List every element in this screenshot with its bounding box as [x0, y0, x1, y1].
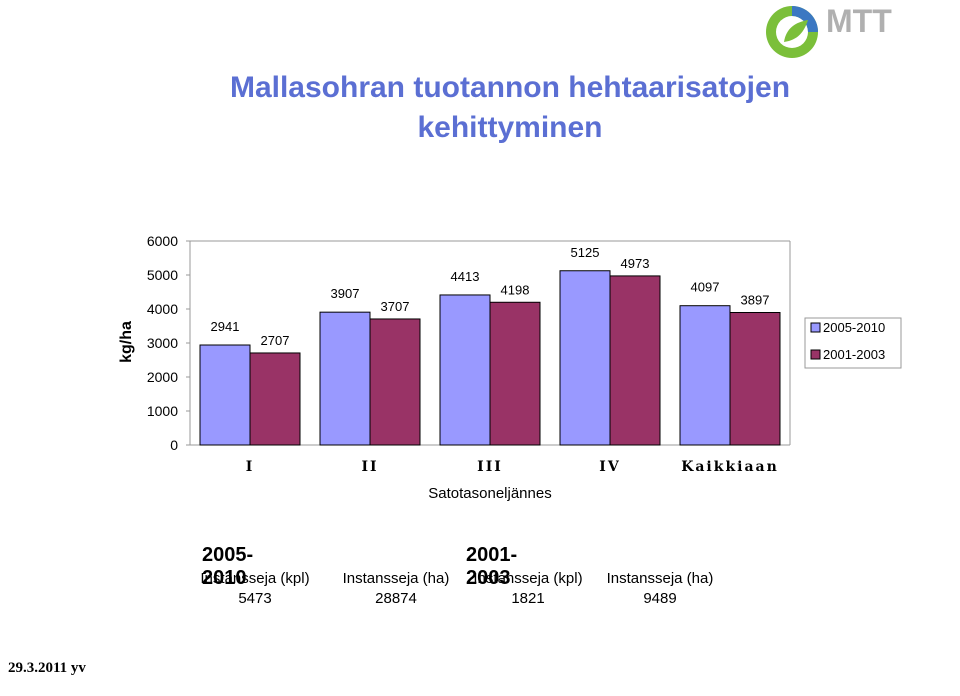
stat-label: Instansseja (ha)	[606, 570, 714, 587]
footer-date: 29.3.2011 yv	[8, 660, 86, 676]
data-label: 4973	[621, 256, 650, 271]
data-label: 2707	[261, 333, 290, 348]
data-label: 4413	[451, 269, 480, 284]
x-axis-label: Satotasoneljännes	[428, 485, 551, 502]
x-tick-label: III	[477, 459, 503, 475]
legend-swatch	[810, 322, 821, 333]
bar-2005-2010-II	[319, 311, 371, 446]
bar-2005-2010-I	[199, 344, 251, 446]
data-label: 4097	[691, 280, 720, 295]
y-tick-label: 5000	[147, 267, 178, 283]
bar-2005-2010-III	[439, 294, 491, 446]
stat-value: 9489	[643, 590, 677, 607]
data-label: 4198	[501, 282, 530, 297]
stat-p2-kpl: Instansseja (kpl) 1821	[463, 569, 593, 609]
stat-label: Instansseja (ha)	[342, 570, 450, 587]
stat-p1-ha: Instansseja (ha) 28874	[331, 569, 461, 609]
page-title: Mallasohran tuotannon hehtaarisatojen ke…	[160, 68, 860, 148]
bar-chart: 2941 2707 3907 3707 4413 4198 5125 4973 4097 3897…	[118, 233, 902, 502]
bar-2001-2003-I	[249, 352, 301, 446]
bar-2005-2010-IV	[559, 270, 611, 446]
data-label: 3707	[381, 299, 410, 314]
y-axis-ticks: 0 1000 2000 3000 4000 5000 6000	[147, 233, 190, 453]
title-line-2: kehittyminen	[417, 111, 603, 144]
data-labels: 2941 2707 3907 3707 4413 4198 5125 4973 4097 3897	[211, 245, 770, 348]
y-tick-label: 0	[170, 437, 178, 453]
bars	[199, 270, 781, 446]
stat-value: 1821	[511, 590, 545, 607]
data-label: 2941	[211, 319, 240, 334]
x-axis-ticks: I II III IV Kaikkiaan	[246, 459, 779, 475]
bar-2005-2010-Kaikkiaan	[679, 305, 731, 446]
stat-label: Instansseja (kpl)	[200, 570, 310, 587]
bar-2001-2003-III	[489, 301, 541, 446]
stat-label: Instansseja (kpl)	[473, 570, 583, 587]
stat-value: 28874	[375, 590, 417, 607]
y-tick-label: 6000	[147, 233, 178, 249]
legend-swatch	[810, 349, 821, 360]
y-axis-label: kg/ha	[118, 321, 135, 363]
stat-value: 5473	[238, 590, 272, 607]
x-tick-label: IV	[599, 459, 620, 475]
bar-2001-2003-IV	[609, 275, 661, 446]
legend-label: 2005-2010	[823, 320, 885, 335]
stat-p2-ha: Instansseja (ha) 9489	[595, 569, 725, 609]
y-tick-label: 4000	[147, 301, 178, 317]
period-title-2001-2003: 2001-2003	[466, 544, 518, 589]
stat-p1-kpl: Instansseja (kpl) 5473	[190, 569, 320, 609]
data-label: 3897	[741, 293, 770, 308]
x-tick-label: Kaikkiaan	[681, 459, 779, 475]
data-label: 5125	[571, 245, 600, 260]
x-tick-label: II	[361, 459, 378, 475]
leaf-icon	[766, 6, 818, 58]
x-tick-label: I	[246, 459, 255, 475]
legend: 2005-2010 2001-2003	[804, 317, 902, 369]
title-line-1: Mallasohran tuotannon hehtaarisatojen	[229, 71, 791, 104]
mtt-logo: MTT	[766, 3, 892, 58]
y-tick-label: 3000	[147, 335, 178, 351]
legend-box	[804, 317, 902, 369]
bar-2001-2003-Kaikkiaan	[729, 312, 781, 446]
bar-2001-2003-II	[369, 318, 421, 446]
legend-label: 2001-2003	[823, 347, 885, 362]
period-title-2005-2010: 2005-2010	[202, 544, 254, 589]
data-label: 3907	[331, 286, 360, 301]
y-tick-label: 1000	[147, 403, 178, 419]
y-tick-label: 2000	[147, 369, 178, 385]
logo-text: MTT	[826, 3, 892, 39]
